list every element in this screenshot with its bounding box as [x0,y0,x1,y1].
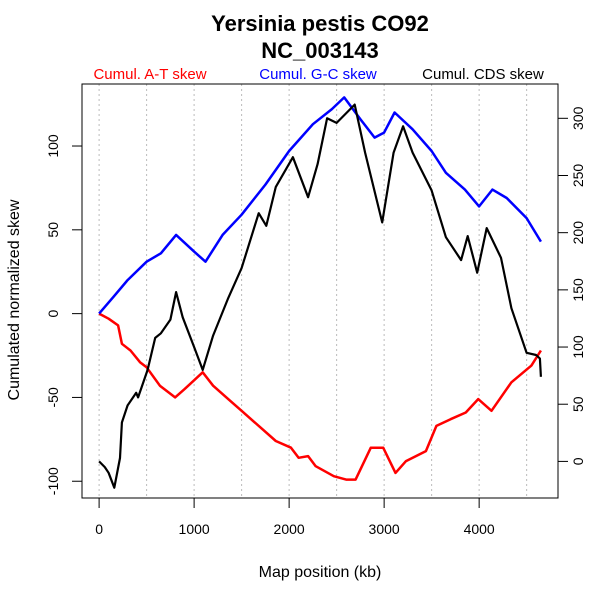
y2-tick-label: 50 [570,396,586,412]
y-axis-left: -100 -50 0 50 100 [45,134,82,495]
series-line-gc [98,96,542,315]
x-tick-label: 0 [95,521,103,537]
series-line-cds [98,103,542,489]
y2-tick-label: 0 [570,457,586,465]
y-tick-label: -100 [45,467,61,495]
x-tick-label: 1000 [179,521,210,537]
y2-tick-label: 300 [570,106,586,130]
y2-tick-label: 100 [570,335,586,359]
series-line-at [98,312,542,481]
x-axis: 0 1000 2000 3000 4000 [95,498,495,537]
y2-tick-label: 250 [570,164,586,188]
x-tick-label: 4000 [464,521,495,537]
y-tick-label: 100 [45,134,61,158]
y2-tick-label: 150 [570,278,586,302]
y-axis-right: 0 50 100 150 200 250 300 [558,106,586,465]
x-tick-label: 3000 [369,521,400,537]
y2-tick-label: 200 [570,221,586,245]
legend-at-skew: Cumul. A-T skew [93,66,206,83]
x-tick-label: 2000 [274,521,305,537]
y-tick-label: 0 [45,309,61,317]
grid-lines [98,84,528,498]
y-tick-label: 50 [45,222,61,238]
chart-title: Yersinia pestis CO92 [211,11,429,36]
series-lines [98,96,542,489]
plot-frame [81,83,559,499]
chart-subtitle: NC_003143 [261,38,378,63]
x-axis-title: Map position (kb) [259,564,382,581]
y-axis-title: Cumulated normalized skew [6,199,23,400]
y-tick-label: -50 [45,387,61,407]
legend-cds-skew: Cumul. CDS skew [422,66,544,83]
legend-gc-skew: Cumul. G-C skew [259,66,377,83]
